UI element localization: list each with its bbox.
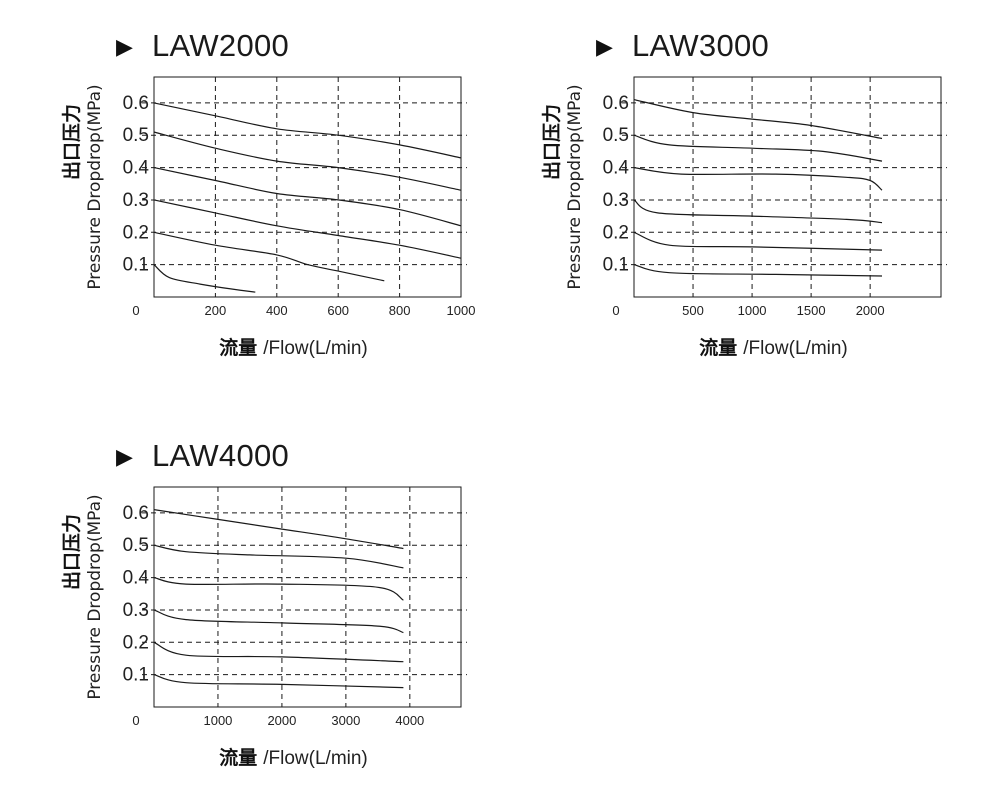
x-tick-label: 4000 (395, 713, 424, 728)
y-tick-label: 0.4 (123, 158, 150, 179)
series-line-6 (153, 674, 404, 689)
x-tick-label: 1000 (738, 303, 767, 318)
series-line-5 (153, 641, 404, 663)
x-tick-label: 0 (612, 303, 619, 318)
x-axis-label-cn: 流量 (699, 336, 737, 359)
y-tick-label: 0.2 (603, 222, 629, 243)
series-line-2 (153, 131, 462, 191)
x-axis-label-en: /Flow(L/min) (263, 748, 368, 769)
y-tick-label: 0.2 (123, 222, 149, 243)
x-axis-label: 流量/Flow(L/min) (219, 336, 368, 359)
series-line-1 (153, 509, 404, 550)
chart-title-text: LAW2000 (152, 28, 290, 63)
series-line-6 (153, 264, 256, 293)
y-axis-label-en: Pressure Dropdrop(MPa) (85, 84, 105, 289)
x-tick-label: 1000 (447, 303, 476, 318)
y-tick-label: 0.3 (123, 600, 149, 621)
y-tick-label: 0.5 (603, 125, 629, 146)
x-tick-label: 400 (266, 303, 288, 318)
x-tick-label: 2000 (856, 303, 885, 318)
x-tick-label: 500 (682, 303, 704, 318)
y-tick-label: 0.5 (123, 125, 149, 146)
series-line-5 (633, 231, 883, 251)
plot-frame (153, 76, 462, 298)
y-axis-label: 出口压力 (60, 104, 83, 180)
y-tick-label: 0.4 (603, 158, 630, 179)
series-line-5 (153, 231, 385, 282)
chart-law3000: 0.1 0.2 0.3 0.4 0.5 0.6 0 500 1000 1500 2000 出口压力 Pr… (540, 76, 947, 359)
y-tick-label: 0.6 (603, 93, 629, 114)
play-triangle-icon: ▶ (116, 34, 133, 59)
series-line-6 (633, 264, 883, 277)
x-axis-label-en: /Flow(L/min) (743, 338, 848, 359)
chart-law4000: 0.1 0.2 0.3 0.4 0.5 0.6 0 1000 2000 3000 4000 出口压力 P… (60, 486, 467, 769)
x-axis-label: 流量/Flow(L/min) (219, 746, 368, 769)
series-line-3 (633, 167, 883, 191)
x-tick-label: 200 (205, 303, 227, 318)
y-tick-label: 0.3 (603, 190, 629, 211)
chart-title-text: LAW3000 (632, 28, 770, 63)
x-axis-label-cn: 流量 (219, 336, 257, 359)
y-tick-label: 0.5 (123, 535, 149, 556)
y-axis-label: 出口压力 (60, 514, 83, 590)
y-axis-label: 出口压力 (540, 104, 563, 180)
x-tick-label: 3000 (331, 713, 360, 728)
y-tick-label: 0.6 (123, 93, 149, 114)
x-tick-label: 1000 (203, 713, 232, 728)
chart-title-text: LAW4000 (152, 438, 290, 473)
series-line-3 (153, 577, 404, 601)
y-tick-label: 0.1 (123, 255, 149, 276)
series-line-1 (153, 102, 462, 159)
x-tick-label: 800 (389, 303, 411, 318)
y-tick-label: 0.4 (123, 568, 150, 589)
x-axis-label-cn: 流量 (219, 746, 257, 769)
x-tick-label: 0 (132, 303, 139, 318)
y-tick-label: 0.2 (123, 632, 149, 653)
y-tick-label: 0.1 (603, 255, 629, 276)
x-tick-label: 2000 (267, 713, 296, 728)
series-line-4 (153, 199, 462, 259)
x-tick-label: 1500 (797, 303, 826, 318)
y-tick-label: 0.1 (123, 665, 149, 686)
x-axis-label: 流量/Flow(L/min) (699, 336, 848, 359)
y-axis-label-en: Pressure Dropdrop(MPa) (85, 494, 105, 699)
plot-frame (153, 486, 462, 708)
series-line-2 (633, 134, 883, 162)
x-axis-label-en: /Flow(L/min) (263, 338, 368, 359)
y-axis-label-cn: 出口压力 (540, 104, 563, 180)
y-axis-label-cn: 出口压力 (60, 104, 83, 180)
x-tick-label: 0 (132, 713, 139, 728)
series-line-1 (633, 99, 883, 140)
series-line-2 (153, 544, 404, 569)
y-axis-label-cn: 出口压力 (60, 514, 83, 590)
series-line-4 (633, 199, 883, 224)
y-axis-label-en: Pressure Dropdrop(MPa) (565, 84, 585, 289)
y-tick-label: 0.3 (123, 190, 149, 211)
play-triangle-icon: ▶ (116, 444, 133, 469)
series-line-3 (153, 167, 462, 227)
y-tick-label: 0.6 (123, 503, 149, 524)
series-line-4 (153, 609, 404, 634)
x-tick-label: 600 (327, 303, 349, 318)
plot-frame (633, 76, 942, 298)
play-triangle-icon: ▶ (596, 34, 613, 59)
chart-law2000: 0.1 0.2 0.3 0.4 0.5 0.6 0 200 400 600 800 1000 出口压力 P… (60, 76, 476, 359)
